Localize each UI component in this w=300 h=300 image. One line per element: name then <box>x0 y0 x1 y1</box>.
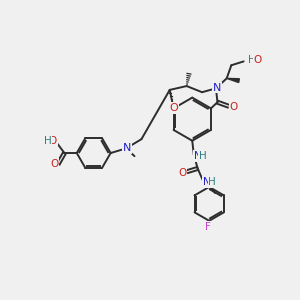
Text: O: O <box>254 55 262 65</box>
Text: N: N <box>194 151 202 161</box>
Text: O: O <box>50 159 59 169</box>
Text: O: O <box>49 136 57 146</box>
Text: H: H <box>248 55 256 65</box>
Text: H: H <box>199 151 207 161</box>
Text: O: O <box>169 103 178 113</box>
Text: N: N <box>212 82 221 93</box>
Text: F: F <box>206 222 212 232</box>
Polygon shape <box>227 78 239 82</box>
Text: H: H <box>44 136 51 146</box>
Text: O: O <box>178 168 186 178</box>
Text: N: N <box>203 177 211 187</box>
Text: O: O <box>230 102 238 112</box>
Text: H: H <box>208 177 216 187</box>
Text: N: N <box>123 143 131 153</box>
